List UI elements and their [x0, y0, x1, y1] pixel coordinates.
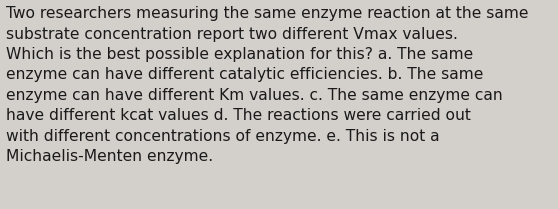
Text: Two researchers measuring the same enzyme reaction at the same
substrate concent: Two researchers measuring the same enzym…	[6, 6, 528, 164]
